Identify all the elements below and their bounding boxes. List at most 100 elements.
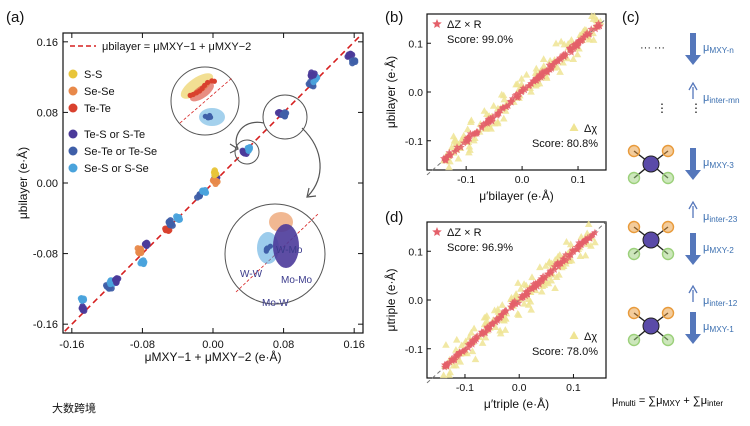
panel-b-ytick-label: 0.1 — [408, 38, 423, 50]
panel-d-triangle-point — [562, 237, 571, 245]
panel-b-star-point — [487, 115, 495, 123]
panel-a-xtick-label: -0.08 — [130, 339, 155, 351]
panel-a-point — [176, 216, 183, 223]
panel-b-star-point — [565, 44, 574, 52]
panel-d-triangle-point — [524, 301, 533, 308]
panel-b-triangle-point — [490, 119, 499, 127]
panel-b-ytick-label: 0.0 — [408, 87, 423, 99]
panel-c-molecule-1-atom — [627, 306, 641, 320]
panel-d-triangle-point — [556, 251, 564, 258]
panel-c-molecule-3-atom — [661, 144, 675, 158]
panel-b-star-point — [453, 145, 462, 154]
panel-d-ytick-label: 0.1 — [408, 246, 423, 258]
panel-b-star-point — [502, 102, 511, 110]
panel-b-star-point — [571, 41, 579, 49]
panel-a-point — [137, 245, 144, 252]
panel-d-star-point — [554, 262, 563, 271]
panel-b-triangle-point — [482, 124, 491, 132]
panel-b-triangle-point — [463, 125, 472, 133]
panel-d-triangle-point — [584, 220, 593, 227]
panel-a-connector — [301, 127, 321, 197]
panel-d-triangle-point — [491, 323, 500, 331]
panel-b-triangle-point — [465, 142, 474, 150]
panel-a-legend-swatch — [68, 146, 78, 156]
panel-d-triangle-point — [516, 285, 525, 292]
panel-a-connector-head — [229, 143, 240, 154]
panel-d-triangle-point — [478, 339, 487, 346]
panel-a-inset-label: W-Mo — [276, 245, 303, 256]
panel-b-triangle-point — [532, 81, 540, 89]
panel-b-triangle-point — [556, 68, 564, 75]
panel-a-point — [347, 50, 354, 58]
panel-b-star-point — [587, 25, 595, 33]
panel-d-triangle-point — [446, 368, 454, 376]
panel-b-star-point — [451, 147, 459, 155]
panel-d-star-point — [523, 287, 532, 295]
panel-c-up-arrow — [688, 200, 698, 218]
panel-c-down-arrow — [685, 312, 701, 344]
panel-c-molecule-2-atom — [627, 247, 641, 261]
panel-b-score-triangle: Score: 80.8% — [532, 138, 598, 150]
panel-c-molecule-3-atom — [627, 144, 641, 158]
panel-c-molecule-2-metal-atom — [642, 231, 660, 249]
panel-b-star-point — [468, 130, 477, 138]
panel-a-xtick-label: 0.00 — [202, 339, 223, 351]
panel-d-triangle-point — [581, 251, 590, 259]
panel-a-inset-label: W-W — [240, 269, 263, 280]
panel-b-triangle-point — [449, 132, 458, 140]
panel-b-star-point — [489, 112, 497, 120]
panel-a-ytick-label: 0.00 — [37, 178, 58, 190]
panel-b-triangle-point — [499, 114, 508, 122]
panel-b-star-point — [522, 84, 530, 92]
panel-c-molecule-3-metal-atom — [642, 155, 660, 173]
panel-b-star-point — [570, 44, 578, 52]
panel-d-star-point — [460, 346, 468, 354]
panel-d-triangle-point — [452, 361, 460, 369]
panel-a-legend-swatch — [68, 69, 78, 79]
panel-a-point — [351, 58, 359, 66]
panel-d-star-point — [483, 324, 492, 333]
panel-b-triangle-point — [552, 39, 560, 47]
panel-b-star-point — [595, 22, 604, 30]
panel-c-arrow-label: μMXY-n — [703, 42, 734, 55]
panel-d-triangle-point — [541, 262, 550, 269]
panel-d-triangle-point — [528, 273, 536, 281]
panel-c-molecule-2-atom — [627, 220, 641, 234]
panel-a-ytick-label: -0.16 — [33, 319, 58, 331]
panel-b-star-point — [567, 48, 576, 56]
panel-b-legend-triangle-label: Δχ — [584, 123, 597, 135]
panel-a-inset-bottom-point — [263, 247, 269, 253]
panel-d-triangle-point — [562, 259, 570, 267]
panel-d-triangle-point — [538, 282, 547, 289]
panel-c-molecule-1-atom — [627, 333, 641, 347]
panel-b-star-point — [479, 120, 488, 128]
panel-a-legend-swatch — [68, 163, 78, 173]
panel-d-score-triangle: Score: 78.0% — [532, 346, 598, 358]
panel-d-star-point — [577, 240, 585, 249]
panel-b-triangle-point — [517, 74, 526, 82]
panel-d-star-point — [552, 260, 561, 268]
panel-b-star-point — [443, 153, 451, 161]
panel-b-triangle-point — [553, 63, 561, 70]
panel-c-arrow-label: μinter-23 — [703, 211, 738, 224]
panel-b-triangle-point — [470, 136, 478, 144]
panel-a-inset-bottom-blob — [273, 224, 299, 268]
panel-d-triangle-point — [512, 290, 520, 297]
panel-a-legend-swatch — [68, 129, 78, 139]
panel-d-star-point — [589, 230, 597, 238]
panel-b-triangle-point — [445, 163, 453, 171]
panel-a-point — [167, 217, 174, 224]
panel-d-star-point — [472, 335, 481, 343]
panel-d-triangle-point — [499, 316, 507, 323]
panel-d-star-point — [556, 258, 565, 266]
panel-c-dots-horizontal: ··· ··· — [640, 42, 665, 54]
panel-b-star-point — [507, 98, 516, 106]
panel-b-triangle-point — [535, 79, 544, 87]
panel-d-triangle-point — [520, 299, 529, 307]
panel-a-point — [144, 240, 151, 248]
panel-a-xlabel: μMXY−1 + μMXY−2 (e·Å) — [145, 349, 282, 364]
panel-a-ytick-label: -0.08 — [33, 249, 58, 261]
panel-d-star-point — [455, 349, 463, 357]
panel-b-ylabel: μbilayer (e·Å) — [383, 56, 398, 128]
panel-d-star-point — [514, 299, 523, 307]
